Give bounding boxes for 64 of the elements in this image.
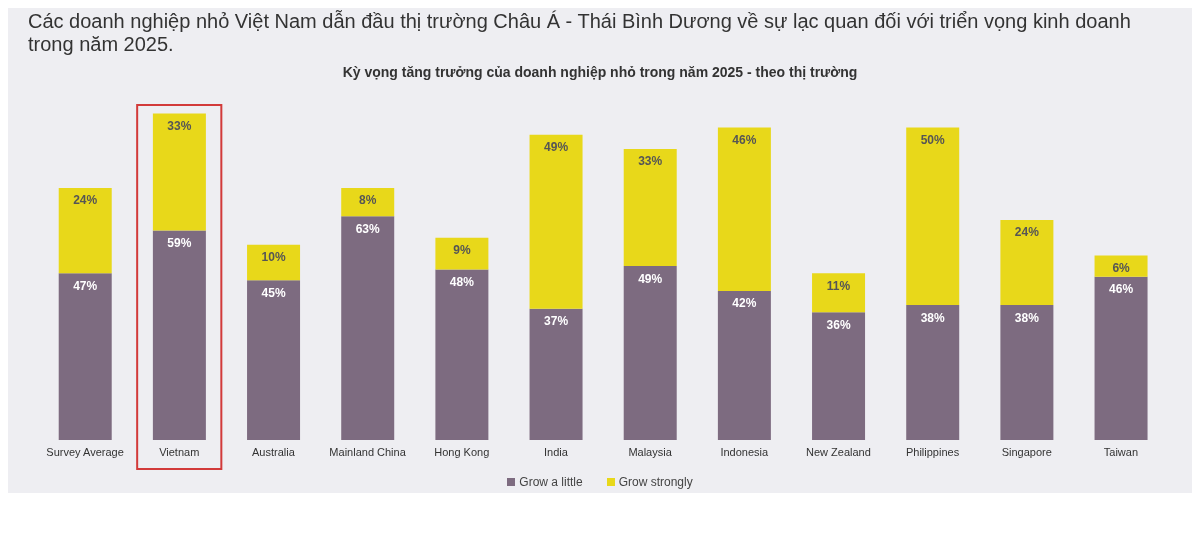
bar	[1000, 219, 1054, 306]
bar	[717, 290, 771, 440]
bar	[58, 187, 112, 274]
bar	[247, 244, 301, 281]
x-tick-label: Vietnam	[159, 445, 200, 458]
data-label: 6%	[1112, 260, 1131, 275]
data-label: 50%	[920, 133, 946, 148]
bar	[1000, 305, 1054, 440]
data-label: 37%	[544, 314, 569, 329]
data-label: 47%	[73, 278, 98, 293]
x-tick-label: New Zealand	[806, 445, 871, 458]
bar	[529, 308, 583, 440]
data-label: 33%	[638, 154, 663, 169]
bar	[341, 216, 395, 440]
x-tick-label: Survey Average	[46, 445, 124, 458]
data-label: 63%	[355, 221, 381, 236]
x-tick-label: Hong Kong	[434, 445, 490, 458]
data-label: 10%	[261, 250, 286, 265]
x-tick-label: Singapore	[1001, 445, 1052, 458]
data-label: 59%	[167, 236, 192, 251]
x-tick-label: Malaysia	[628, 445, 673, 458]
bar	[906, 305, 960, 440]
bar	[1094, 255, 1148, 277]
bar	[247, 280, 301, 440]
chart-subtitle: Kỳ vọng tăng trưởng của doanh nghiệp nhỏ trong năm 2025 - theo thị trường	[341, 64, 859, 80]
data-label: 9%	[453, 243, 471, 258]
data-label: 24%	[1014, 225, 1040, 240]
data-label: 11%	[826, 278, 851, 293]
bar	[341, 187, 395, 217]
data-label: 49%	[544, 140, 569, 155]
data-label: 45%	[261, 285, 286, 300]
bar	[812, 312, 866, 440]
data-label: 46%	[732, 133, 757, 148]
data-label: 49%	[638, 271, 663, 286]
bar	[435, 269, 489, 440]
x-tick-label: Taiwan	[1103, 445, 1139, 458]
x-tick-label: Indonesia	[720, 445, 769, 458]
chart-title: Các doanh nghiệp nhỏ Việt Nam dẫn đầu thị trường Châu Á - Thái Bình Dương về sự lạc quan đối với triển vọng kinh doanh trong năm 2025.	[27, 9, 1132, 56]
legend-label: Grow strongly	[617, 475, 693, 489]
legend-label: Grow a little	[518, 475, 583, 489]
data-label: 36%	[826, 317, 851, 332]
x-tick-label: Mainland China	[329, 445, 407, 458]
bar	[812, 273, 866, 313]
data-label: 24%	[73, 193, 98, 208]
bar	[623, 266, 677, 440]
bar	[435, 237, 489, 270]
bar	[58, 273, 112, 440]
data-label: 48%	[449, 275, 475, 290]
data-label: 8%	[359, 193, 377, 208]
data-label: 42%	[732, 296, 757, 311]
data-label: 38%	[920, 310, 946, 325]
bar	[623, 148, 677, 267]
data-label: 33%	[167, 118, 192, 133]
bar	[717, 127, 771, 291]
bar	[152, 230, 206, 440]
bar	[529, 134, 583, 309]
bar	[906, 127, 960, 306]
x-tick-label: India	[543, 445, 569, 458]
data-label: 38%	[1014, 310, 1040, 325]
x-tick-label: Philippines	[905, 445, 960, 458]
x-tick-label: Australia	[252, 445, 296, 458]
data-label: 46%	[1109, 282, 1134, 297]
bar	[1094, 276, 1148, 440]
bar	[152, 113, 206, 231]
